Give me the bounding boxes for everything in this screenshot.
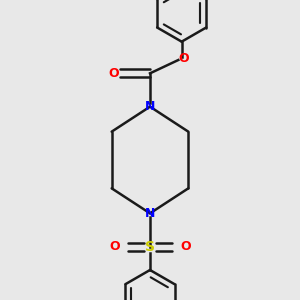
Text: O: O [180,240,191,253]
Text: O: O [108,67,119,80]
Text: S: S [145,240,155,254]
Text: O: O [109,240,120,253]
Text: N: N [145,207,155,220]
Text: O: O [178,52,189,65]
Text: N: N [145,100,155,113]
